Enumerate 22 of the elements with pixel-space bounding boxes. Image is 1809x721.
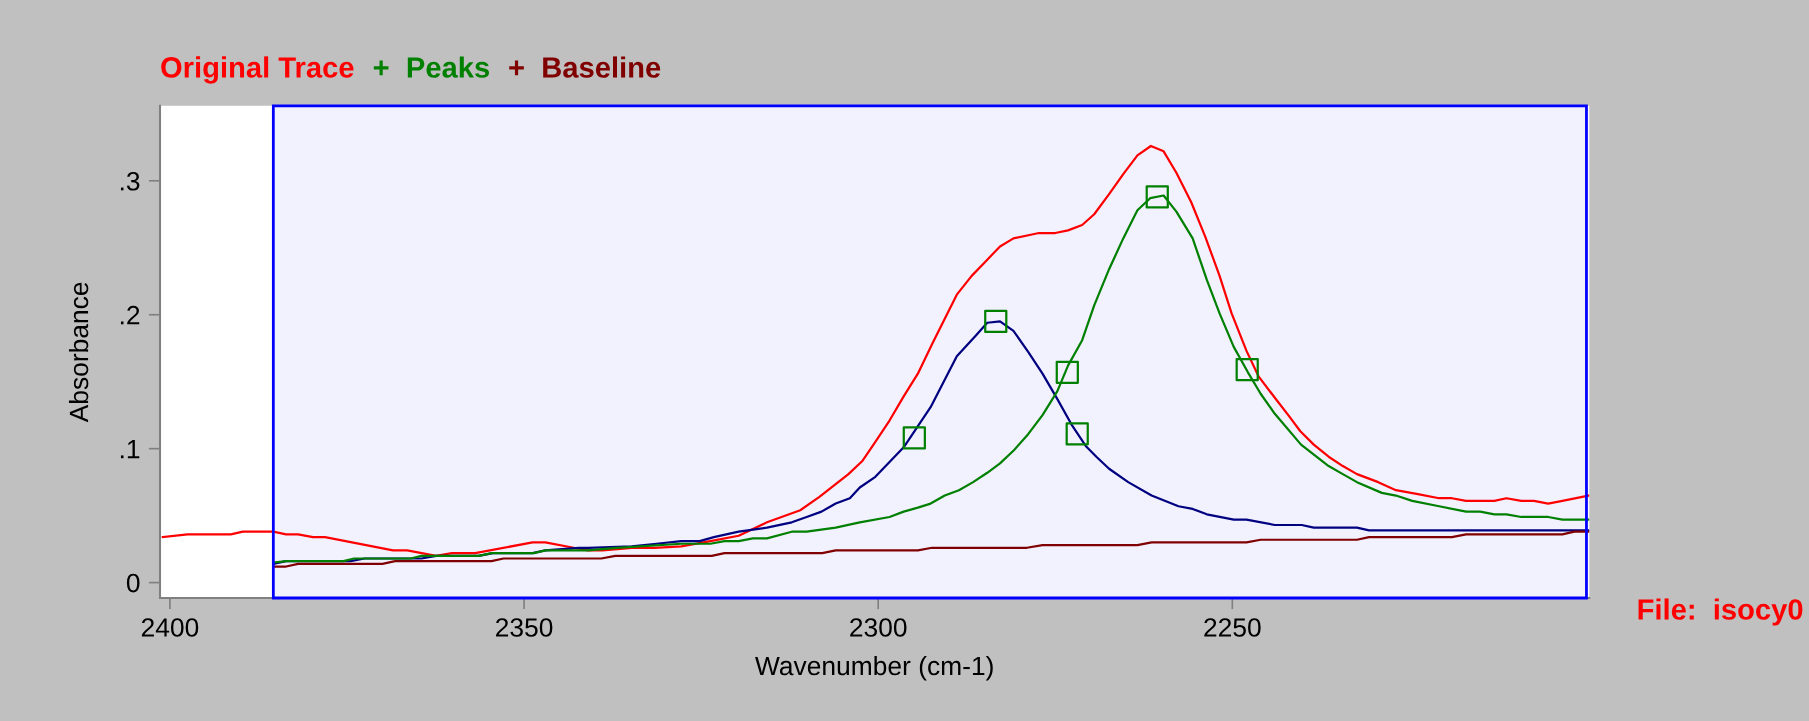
text: File: isocy0: [1638, 598, 1803, 626]
x-tick-label: 2300: [850, 618, 907, 637]
y-tick-label: 0: [126, 573, 140, 593]
point: [1235, 358, 1259, 382]
line-series: [272, 530, 1590, 568]
point: [1055, 360, 1079, 384]
x-axis-title: Wavenumber (cm-1): [755, 655, 993, 681]
text: + Baseline: [509, 56, 661, 78]
x-tick-label: 2250: [1204, 618, 1261, 637]
y-tick-label: .3: [120, 171, 140, 191]
text: Original Trace: [161, 56, 354, 84]
x-tick-label: 2350: [496, 618, 553, 637]
text: + Peaks: [373, 56, 490, 78]
y-tick-label: .1: [120, 440, 140, 459]
point: [984, 309, 1008, 334]
point: [1145, 185, 1169, 209]
x-tick-label: 2400: [141, 618, 199, 637]
point: [1065, 422, 1089, 446]
point: [902, 426, 926, 450]
line-series: [161, 144, 1590, 557]
y-tick-label: .2: [120, 305, 140, 325]
y-axis-title: Absorbance: [68, 282, 89, 423]
